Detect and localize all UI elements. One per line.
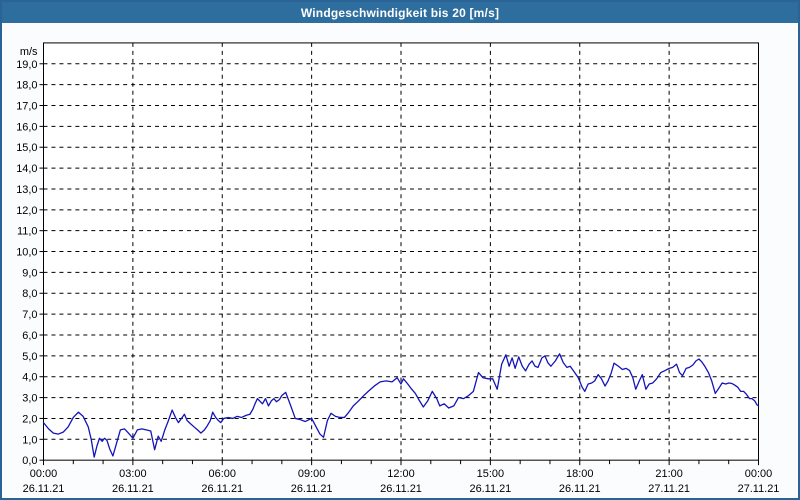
- y-tick-label: 13,0: [16, 184, 37, 196]
- y-tick-label: 1,0: [22, 434, 37, 446]
- chart-area: 0,0 1,0 2,0 3,0 4,0 5,0 6,0 7,0 8,0 9,0 10,0 11,0 12…: [2, 23, 798, 498]
- page-title: Windgeschwindigkeit bis 20 [m/s]: [300, 5, 500, 20]
- y-tick-label: 8,0: [22, 288, 37, 300]
- x-tick-time-label: 06:00: [209, 468, 236, 480]
- title-bar: Windgeschwindigkeit bis 20 [m/s]: [2, 2, 798, 23]
- x-tick-date-label: 26.11.21: [23, 483, 65, 495]
- x-tick-time-label: 15:00: [477, 468, 504, 480]
- y-axis-unit-label: m/s: [20, 46, 38, 58]
- x-tick-date-label: 26.11.21: [469, 483, 511, 495]
- y-tick-label: 2,0: [22, 413, 37, 425]
- x-tick-date-label: 26.11.21: [559, 483, 601, 495]
- x-tick-time-label: 18:00: [566, 468, 593, 480]
- x-tick-time-label: 00:00: [30, 468, 57, 480]
- y-tick-label: 4,0: [22, 372, 37, 384]
- y-tick-label: 10,0: [16, 247, 37, 259]
- y-tick-label: 14,0: [16, 163, 37, 175]
- y-tick-label: 9,0: [22, 267, 37, 279]
- x-tick-date-label: 26.11.21: [112, 483, 154, 495]
- y-tick-label: 7,0: [22, 309, 37, 321]
- y-tick-label: 3,0: [22, 393, 37, 405]
- y-tick-label: 5,0: [22, 351, 37, 363]
- x-tick-date-label: 26.11.21: [291, 483, 333, 495]
- y-tick-label: 18,0: [16, 80, 37, 92]
- x-tick-time-label: 21:00: [655, 468, 682, 480]
- y-tick-label: 6,0: [22, 330, 37, 342]
- y-tick-label: 19,0: [16, 59, 37, 71]
- x-tick-date-label: 26.11.21: [201, 483, 243, 495]
- y-tick-label: 0,0: [22, 455, 37, 467]
- x-tick-time-label: 03:00: [119, 468, 146, 480]
- x-tick-time-label: 09:00: [298, 468, 325, 480]
- x-tick-time-label: 00:00: [745, 468, 772, 480]
- x-tick-date-label: 27.11.21: [738, 483, 780, 495]
- y-tick-label: 15,0: [16, 142, 37, 154]
- y-tick-label: 16,0: [16, 121, 37, 133]
- wind-speed-series-line: [42, 353, 760, 458]
- x-tick-time-label: 12:00: [387, 468, 414, 480]
- wind-speed-line-chart: 0,0 1,0 2,0 3,0 4,0 5,0 6,0 7,0 8,0 9,0 10,0 11,0 12…: [16, 42, 780, 495]
- y-tick-label: 11,0: [17, 226, 37, 238]
- plot-frame: [43, 42, 760, 461]
- y-tick-label: 12,0: [16, 205, 37, 217]
- y-tick-label: 17,0: [16, 100, 37, 112]
- x-tick-date-label: 27.11.21: [648, 483, 690, 495]
- x-tick-date-label: 26.11.21: [380, 483, 422, 495]
